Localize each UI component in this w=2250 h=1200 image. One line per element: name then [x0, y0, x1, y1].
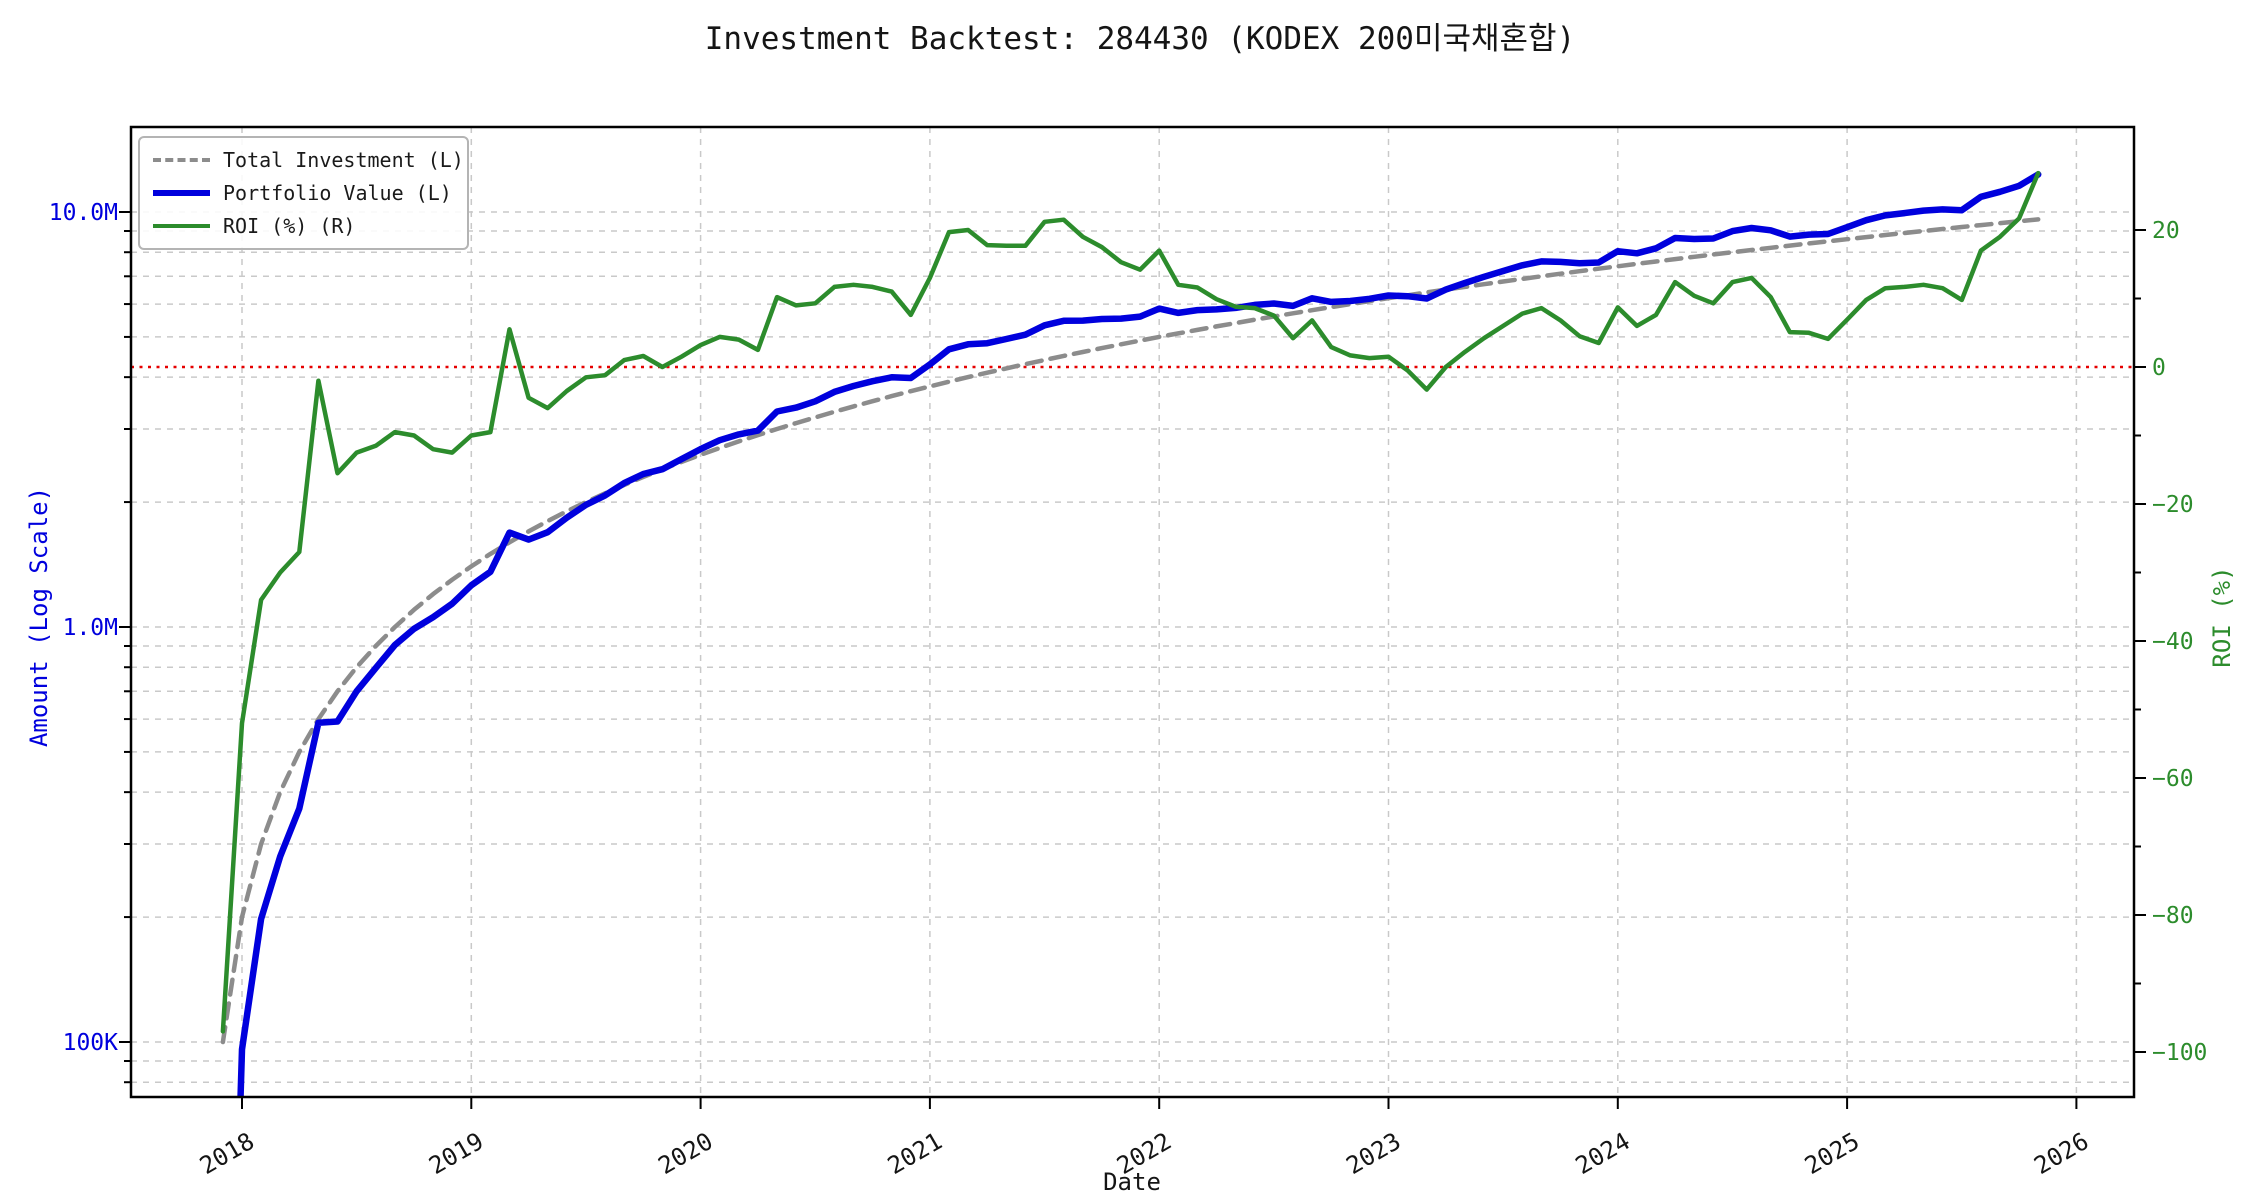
- svg-text:0: 0: [2152, 355, 2166, 381]
- right-axis-tick-labels: 20 0 −20 −40 −60 −80 −100: [2152, 218, 2207, 1066]
- svg-text:20: 20: [2152, 218, 2180, 244]
- svg-text:2020: 2020: [654, 1127, 718, 1180]
- svg-text:2023: 2023: [1341, 1127, 1405, 1180]
- svg-text:1.0M: 1.0M: [63, 615, 118, 641]
- left-axis-tick-labels: 10.0M 1.0M 100K: [49, 200, 118, 1056]
- svg-text:100K: 100K: [63, 1030, 119, 1056]
- svg-text:−80: −80: [2152, 903, 2194, 929]
- legend-item-total-investment: Total Investment (L): [153, 147, 464, 173]
- axis-ticks: [119, 211, 2146, 1109]
- grid-lines: [131, 127, 2134, 1097]
- x-axis-label: Date: [1103, 1168, 1161, 1196]
- svg-text:−40: −40: [2152, 629, 2194, 655]
- svg-text:−100: −100: [2152, 1040, 2207, 1066]
- portfolio-value-line: [237, 171, 2042, 1097]
- svg-text:10.0M: 10.0M: [49, 200, 118, 226]
- svg-text:2019: 2019: [424, 1127, 488, 1180]
- svg-text:2018: 2018: [195, 1127, 259, 1180]
- legend-label: Portfolio Value (L): [223, 181, 452, 205]
- total-investment-line: [220, 217, 2041, 1045]
- svg-text:−20: −20: [2152, 492, 2194, 518]
- legend-swatch-investment: [153, 158, 210, 162]
- plot-border: [129, 125, 2136, 1099]
- chart-title: Investment Backtest: 284430 (KODEX 200미국…: [704, 21, 1576, 57]
- svg-text:2024: 2024: [1571, 1127, 1635, 1180]
- legend-label: ROI (%) (R): [223, 214, 356, 238]
- legend-item-portfolio-value: Portfolio Value (L): [153, 180, 455, 206]
- legend: Total Investment (L) Portfolio Value (L)…: [138, 136, 469, 250]
- legend-item-roi: ROI (%) (R): [153, 213, 455, 239]
- right-axis-label: ROI (%): [2208, 566, 2236, 668]
- svg-text:2021: 2021: [883, 1127, 947, 1180]
- legend-swatch-portfolio: [153, 190, 210, 196]
- left-axis-label: Amount (Log Scale): [25, 486, 53, 748]
- svg-text:−60: −60: [2152, 766, 2194, 792]
- roi-line: [220, 170, 2041, 1034]
- svg-text:2025: 2025: [1800, 1127, 1864, 1180]
- legend-label: Total Investment (L): [223, 148, 464, 172]
- legend-swatch-roi: [153, 224, 210, 228]
- svg-text:2026: 2026: [2029, 1127, 2093, 1180]
